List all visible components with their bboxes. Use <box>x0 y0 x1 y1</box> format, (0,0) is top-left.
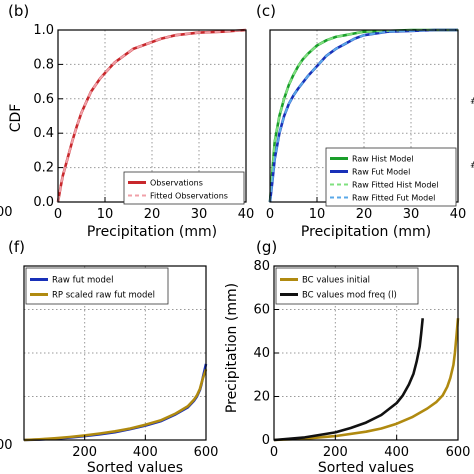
y-tick-label-p0: 0.0 <box>33 195 54 210</box>
plot-frame-p2 <box>23 265 207 441</box>
panel-label-b: (b) <box>8 2 29 20</box>
panel-label-g: (g) <box>256 238 277 256</box>
x-tick-label-p1: 0 <box>266 207 274 222</box>
y-tick-label-p0: 0.8 <box>33 57 54 72</box>
x-tick-label-p1: 30 <box>403 207 420 222</box>
y-tick-label-p3: 20 <box>253 390 270 405</box>
series-line-p2-1 <box>23 368 208 442</box>
x-tick-label-p0: 0 <box>54 207 62 222</box>
y-tick-label-p3: 60 <box>253 303 270 318</box>
x-tick-label-p1: 10 <box>309 207 326 222</box>
x-tick-label-p3: 0 <box>270 445 278 460</box>
edge-text-right-1: # <box>470 97 474 107</box>
edge-text-left-bottom: 00 <box>0 438 13 453</box>
x-tick-label-p0: 40 <box>238 207 255 222</box>
y-tick-label-p0: 1.0 <box>33 23 54 38</box>
x-tick-label-p0: 30 <box>191 207 208 222</box>
legend-label-p1-3: Raw Fitted Fut Model <box>352 194 435 203</box>
xlabel-g: Sorted values <box>318 460 414 474</box>
x-tick-label-p3: 200 <box>323 445 348 460</box>
y-tick-label-p0: 0.4 <box>33 126 54 141</box>
series-line-p3-1 <box>273 318 424 442</box>
edge-text-right-2: # <box>470 161 474 171</box>
x-tick-label-p3: 400 <box>384 445 409 460</box>
legend-label-p1-2: Raw Fitted Hist Model <box>352 181 439 190</box>
xlabel-b: Precipitation (mm) <box>87 224 217 240</box>
xlabel-f: Sorted values <box>87 460 183 474</box>
series-line-p1-2 <box>269 29 458 203</box>
x-tick-label-p0: 10 <box>97 207 114 222</box>
legend-box-p2 <box>25 267 169 305</box>
x-tick-label-p2: 200 <box>72 445 97 460</box>
legend-label-p3-1: BC values mod freq (l) <box>302 291 397 301</box>
panel-label-c: (c) <box>256 2 276 20</box>
y-tick-label-p0: 0.6 <box>33 92 54 107</box>
y-tick-label-p0: 0.2 <box>33 161 54 176</box>
x-tick-label-p2: 600 <box>194 445 219 460</box>
panel-label-f: (f) <box>8 238 25 256</box>
edge-text-left-top: 00 <box>0 205 13 220</box>
legend-box-p0 <box>123 171 245 205</box>
legend-label-p1-0: Raw Hist Model <box>352 155 413 164</box>
y-tick-label-p3: 0 <box>262 433 270 448</box>
x-tick-label-p3: 600 <box>446 445 471 460</box>
x-tick-label-p1: 40 <box>450 207 467 222</box>
legend-label-p3-0: BC values initial <box>302 276 370 286</box>
x-tick-label-p2: 400 <box>133 445 158 460</box>
y-tick-label-p3: 40 <box>253 346 270 361</box>
x-tick-label-p0: 20 <box>144 207 161 222</box>
legend-label-p1-1: Raw Fut Model <box>352 168 410 177</box>
ylabel-b: CDF <box>8 104 24 133</box>
legend-label-p0-1: Fitted Observations <box>150 192 228 201</box>
ylabel-g: Precipitation (mm) <box>224 283 240 413</box>
legend-label-p0-0: Observations <box>150 179 203 188</box>
xlabel-c: Precipitation (mm) <box>301 224 431 240</box>
legend-label-p2-0: Raw fut model <box>52 276 113 286</box>
legend-label-p2-1: RP scaled raw fut model <box>52 291 155 301</box>
y-tick-label-p3: 80 <box>253 259 270 274</box>
legend-box-p3 <box>275 267 419 305</box>
series-line-p3-0 <box>273 318 460 442</box>
series-line-p2-0 <box>23 363 208 442</box>
series-line-p0-1 <box>57 29 247 203</box>
x-tick-label-p1: 20 <box>356 207 373 222</box>
